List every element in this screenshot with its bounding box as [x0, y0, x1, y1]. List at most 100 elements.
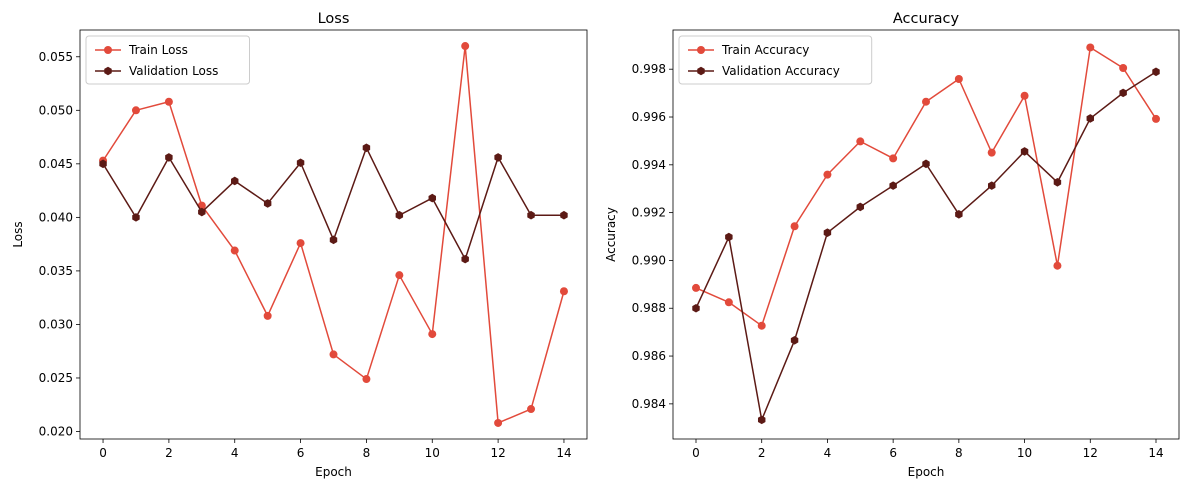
data-point	[790, 222, 799, 231]
data-point	[823, 170, 832, 179]
data-point	[987, 148, 996, 157]
series-validation-accuracy	[692, 67, 1160, 425]
x-tick-label: 4	[824, 446, 832, 460]
data-point	[856, 202, 865, 212]
data-point	[987, 181, 996, 190]
series-line	[695, 71, 1157, 421]
x-tick-label: 14	[1148, 446, 1163, 460]
data-point	[99, 159, 107, 169]
data-point	[494, 418, 503, 427]
data-point	[329, 350, 338, 359]
data-point	[1152, 67, 1160, 77]
legend-marker	[104, 66, 112, 76]
y-tick-label: 0.996	[632, 110, 666, 124]
data-point	[428, 193, 436, 203]
data-point	[1119, 64, 1128, 73]
y-tick-label: 0.994	[632, 158, 666, 172]
y-tick-label: 0.040	[39, 210, 73, 224]
data-point	[296, 158, 305, 168]
x-tick-label: 10	[425, 446, 440, 460]
x-tick-label: 10	[1017, 446, 1032, 460]
data-point	[790, 335, 799, 345]
chart-title: Loss	[318, 11, 350, 27]
x-tick-label: 12	[1083, 446, 1098, 460]
data-point	[362, 375, 371, 384]
data-point	[230, 246, 239, 255]
x-tick-label: 12	[490, 446, 505, 460]
data-point	[954, 75, 963, 84]
y-tick-label: 0.988	[632, 301, 666, 315]
data-point	[560, 210, 568, 220]
series-line	[695, 46, 1157, 327]
data-point	[1053, 177, 1062, 187]
y-tick-label: 0.992	[632, 206, 666, 220]
x-tick-label: 8	[955, 446, 963, 460]
legend-entry: Train Accuracy	[721, 43, 809, 57]
x-tick-label: 2	[165, 446, 173, 460]
plot-frame	[79, 29, 588, 440]
data-point	[889, 154, 898, 163]
data-point	[692, 303, 700, 313]
data-point	[725, 232, 733, 242]
legend: Train Loss Validation Loss	[85, 35, 250, 85]
series-train-accuracy	[692, 43, 1160, 330]
data-point	[428, 330, 437, 339]
data-point	[1086, 43, 1095, 52]
data-point	[231, 176, 239, 186]
data-point	[494, 153, 502, 162]
x-axis-label: Epoch	[315, 465, 352, 479]
data-point	[198, 207, 206, 217]
y-axis-label: Loss	[11, 221, 25, 247]
y-tick-label: 0.984	[632, 397, 666, 411]
series-validation-loss	[99, 143, 568, 264]
data-point	[724, 298, 733, 307]
x-tick-label: 6	[297, 446, 305, 460]
y-axis-label: Accuracy	[604, 207, 618, 262]
legend-box	[678, 35, 873, 85]
data-point	[165, 153, 173, 162]
y-tick-label: 0.025	[39, 371, 73, 385]
data-point	[955, 210, 963, 219]
chart-accuracy: Accuracy 0 2 4 6 8 10 12 14 0.984 0.986 0.988 0.990 0…	[604, 11, 1180, 479]
data-point	[922, 97, 930, 106]
y-tick-label: 0.055	[39, 50, 73, 64]
y-tick-label: 0.990	[632, 253, 666, 267]
x-tick-label: 4	[231, 446, 239, 460]
data-point	[362, 143, 371, 153]
data-point	[922, 159, 930, 169]
plot-frame	[672, 29, 1180, 440]
data-point	[1020, 91, 1029, 100]
x-axis-label: Epoch	[908, 465, 945, 479]
data-point	[296, 239, 305, 248]
legend-marker	[697, 66, 705, 76]
chart-title: Accuracy	[893, 11, 960, 27]
y-tick-label: 0.045	[39, 157, 73, 171]
data-point	[1119, 88, 1127, 98]
y-tick-label: 0.986	[632, 349, 666, 363]
legend: Train Accuracy Validation Accuracy	[678, 35, 873, 85]
data-point	[1086, 114, 1095, 123]
data-point	[527, 210, 535, 220]
legend-marker	[104, 46, 112, 54]
legend-entry: Train Loss	[128, 43, 188, 57]
y-tick-label: 0.030	[39, 317, 73, 331]
x-tick-label: 8	[363, 446, 371, 460]
data-point	[132, 213, 140, 222]
data-point	[757, 415, 766, 425]
data-point	[889, 181, 897, 190]
data-point	[757, 321, 766, 330]
x-tick-label: 0	[99, 446, 107, 460]
x-tick-label: 14	[556, 446, 571, 460]
series-train-loss	[99, 42, 568, 427]
chart-loss: Loss 0 2 4 6 8 10 12 14 0.020 0.025 0.030 0.035 0.040…	[11, 11, 588, 479]
data-point	[1020, 147, 1029, 156]
legend-entry: Validation Accuracy	[722, 64, 840, 78]
y-tick-label: 0.050	[39, 103, 73, 117]
data-point	[692, 283, 700, 292]
data-point	[823, 228, 832, 238]
data-point	[164, 97, 173, 106]
data-point	[263, 199, 272, 208]
x-tick-label: 2	[758, 446, 766, 460]
x-tick-label: 6	[889, 446, 897, 460]
